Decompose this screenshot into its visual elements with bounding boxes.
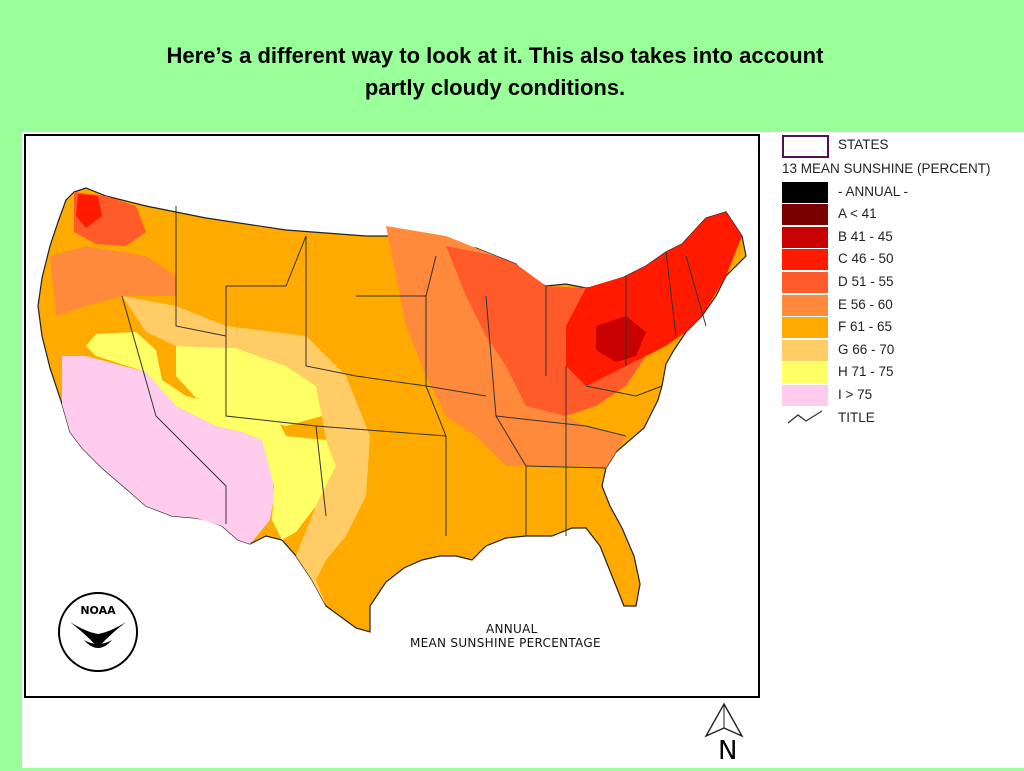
legend-item[interactable]: G 66 - 70 <box>782 339 1022 362</box>
legend-item-label: - ANNUAL - <box>838 183 909 199</box>
states-swatch <box>782 135 829 158</box>
legend-swatch <box>782 181 828 203</box>
legend-title-label: TITLE <box>838 409 875 425</box>
noaa-logo: NOAA <box>58 592 138 672</box>
legend-item[interactable]: B 41 - 45 <box>782 226 1022 249</box>
legend-swatch <box>782 226 828 248</box>
north-label: N <box>718 736 738 766</box>
line-sample-icon <box>787 409 823 424</box>
zone-light-orange-plains <box>122 296 370 606</box>
legend-title-row[interactable]: TITLE <box>782 407 1022 430</box>
legend-swatch <box>782 204 828 226</box>
zone-yellow-great-basin <box>86 332 336 540</box>
legend-item-label: G 66 - 70 <box>838 341 895 357</box>
map-legend: STATES 13 MEAN SUNSHINE (PERCENT) - ANNU… <box>782 134 1022 429</box>
legend-layer-title: 13 MEAN SUNSHINE (PERCENT) <box>782 160 991 176</box>
legend-item[interactable]: A < 41 <box>782 203 1022 226</box>
legend-states-row[interactable]: STATES <box>782 134 1022 158</box>
legend-item-label: B 41 - 45 <box>838 228 893 244</box>
legend-item[interactable]: F 61 - 65 <box>782 316 1022 339</box>
zone-c-washington <box>76 194 102 228</box>
zone-pink-southwest <box>62 356 274 544</box>
legend-item[interactable]: C 46 - 50 <box>782 248 1022 271</box>
legend-item[interactable]: - ANNUAL - <box>782 181 1022 204</box>
legend-layer-title-row: 13 MEAN SUNSHINE (PERCENT) <box>782 157 1022 181</box>
map-caption-line2: MEAN SUNSHINE PERCENTAGE <box>410 636 601 650</box>
legend-item-label: I > 75 <box>838 386 873 402</box>
legend-item[interactable]: E 56 - 60 <box>782 294 1022 317</box>
legend-swatch <box>782 294 828 316</box>
legend-item-label: D 51 - 55 <box>838 273 894 289</box>
legend-swatch <box>782 271 828 293</box>
legend-item[interactable]: H 71 - 75 <box>782 361 1022 384</box>
slide-title-line1: Here’s a different way to look at it. Th… <box>166 43 824 68</box>
legend-swatch <box>782 339 828 361</box>
zone-b-appalachia <box>596 316 646 362</box>
map-caption: ANNUAL MEAN SUNSHINE PERCENTAGE <box>410 622 650 650</box>
zone-yellow-colorado <box>176 346 322 426</box>
state-borders <box>121 206 707 536</box>
legend-item-label: C 46 - 50 <box>838 251 894 267</box>
legend-swatch <box>782 317 828 339</box>
sunshine-map[interactable]: NOAA ANNUAL MEAN SUNSHINE PERCENTAGE <box>24 134 760 698</box>
legend-item-label: A < 41 <box>838 206 877 222</box>
map-caption-line1: ANNUAL <box>486 622 538 636</box>
zone-e-northwest <box>50 246 176 316</box>
legend-swatch <box>782 249 828 271</box>
slide-title: Here’s a different way to look at it. Th… <box>60 40 930 104</box>
legend-item-label: F 61 - 65 <box>838 319 893 335</box>
legend-swatch <box>782 362 828 384</box>
north-arrow: N <box>700 700 750 766</box>
slide-title-line2: partly cloudy conditions. <box>364 75 626 100</box>
legend-item-label: E 56 - 60 <box>838 296 893 312</box>
noaa-logo-text: NOAA <box>80 604 116 617</box>
legend-swatch <box>782 384 828 406</box>
noaa-bird-icon <box>70 622 126 648</box>
legend-items: - ANNUAL - A < 41 B 41 - 45 C 46 - 50 D 51 -… <box>782 181 1022 407</box>
north-arrow-icon <box>704 702 744 738</box>
us-map-svg <box>37 187 747 633</box>
legend-item[interactable]: I > 75 <box>782 384 1022 407</box>
legend-states-label: STATES <box>838 137 889 152</box>
legend-item[interactable]: D 51 - 55 <box>782 271 1022 294</box>
legend-item-label: H 71 - 75 <box>838 364 894 380</box>
